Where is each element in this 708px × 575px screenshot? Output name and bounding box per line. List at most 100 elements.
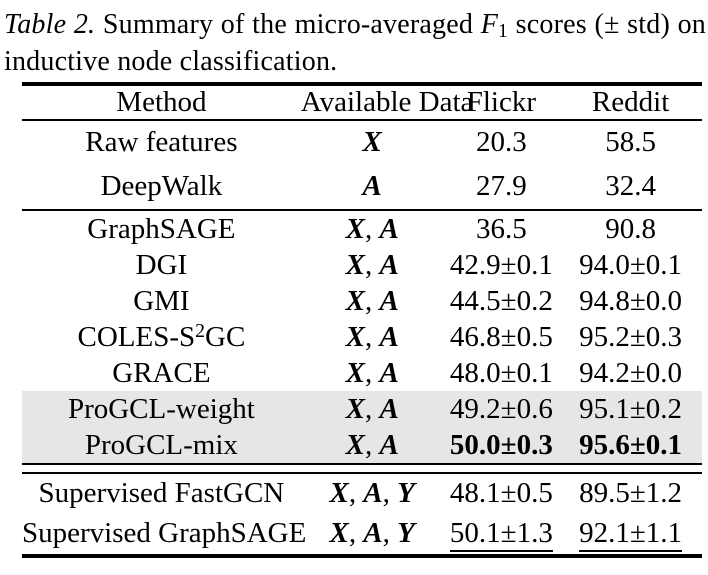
reddit-cell: 58.5 bbox=[559, 120, 702, 165]
flickr-cell: 50.0±0.3 bbox=[444, 427, 560, 464]
available-data-cell: X, A bbox=[345, 321, 399, 353]
math-symbol-a: A bbox=[379, 429, 399, 461]
reddit-cell: 89.5±1.2 bbox=[559, 473, 702, 514]
table-row: Supervised FastGCN X, A, Y 48.1±0.5 89.5±1.… bbox=[22, 473, 702, 514]
reddit-cell: 92.1±1.1 bbox=[559, 514, 702, 556]
math-symbol-a: A bbox=[379, 285, 399, 317]
flickr-value: 48.0±0.1 bbox=[449, 357, 553, 389]
reddit-cell: 95.6±0.1 bbox=[559, 427, 702, 464]
available-data-cell: X, A bbox=[345, 393, 399, 425]
double-rule-cell bbox=[22, 463, 702, 474]
math-symbol-a: A bbox=[379, 249, 399, 281]
math-symbol-a: A bbox=[379, 357, 399, 389]
flickr-value: 48.1±0.5 bbox=[449, 477, 553, 509]
double-rule-separator bbox=[22, 463, 702, 474]
reddit-value: 95.2±0.3 bbox=[579, 321, 683, 353]
reddit-cell: 95.1±0.2 bbox=[559, 391, 702, 427]
math-symbol-x: X bbox=[345, 213, 365, 245]
flickr-cell: 49.2±0.6 bbox=[444, 391, 560, 427]
method-cell: GRACE bbox=[112, 357, 211, 389]
math-symbol-a: A bbox=[379, 321, 399, 353]
header-method: Method bbox=[116, 86, 207, 118]
table-row: GRACE X, A 48.0±0.1 94.2±0.0 bbox=[22, 355, 702, 391]
flickr-cell: 44.5±0.2 bbox=[444, 283, 560, 319]
math-symbol-x: X bbox=[345, 285, 365, 317]
reddit-value: 92.1±1.1 bbox=[579, 517, 683, 552]
reddit-value: 89.5±1.2 bbox=[579, 477, 683, 509]
flickr-cell: 27.9 bbox=[444, 165, 560, 210]
math-symbol-x: X bbox=[329, 477, 349, 509]
header-row: Method Available Data Flickr Reddit bbox=[22, 84, 702, 120]
available-data-cell: X, A bbox=[345, 357, 399, 389]
caption-text-after: scores (± std) on inductive node classif… bbox=[4, 9, 707, 77]
caption-label: Table 2. bbox=[4, 9, 96, 40]
flickr-value: 46.8±0.5 bbox=[449, 321, 553, 353]
header-flickr: Flickr bbox=[466, 86, 537, 118]
flickr-cell: 46.8±0.5 bbox=[444, 319, 560, 355]
method-cell: DeepWalk bbox=[100, 170, 223, 202]
reddit-value: 94.8±0.0 bbox=[579, 285, 683, 317]
reddit-value: 32.4 bbox=[605, 170, 656, 202]
math-symbol-a: A bbox=[379, 393, 399, 425]
reddit-cell: 94.2±0.0 bbox=[559, 355, 702, 391]
flickr-value: 44.5±0.2 bbox=[449, 285, 553, 317]
available-data-cell: X bbox=[301, 120, 444, 165]
math-symbol-x: X bbox=[345, 249, 365, 281]
method-cell: ProGCL-mix bbox=[84, 429, 238, 461]
method-cell: ProGCL-weight bbox=[67, 393, 255, 425]
caption-text-before: Summary of the micro-averaged bbox=[95, 9, 481, 40]
header-available-data: Available Data bbox=[300, 86, 474, 118]
available-data-cell: X, A bbox=[345, 213, 399, 245]
available-data-cell: A bbox=[301, 165, 444, 210]
reddit-value: 95.6±0.1 bbox=[579, 429, 683, 461]
reddit-cell: 95.2±0.3 bbox=[559, 319, 702, 355]
math-symbol-y: Y bbox=[397, 477, 415, 509]
reddit-cell: 94.8±0.0 bbox=[559, 283, 702, 319]
available-data-cell: X, A bbox=[345, 285, 399, 317]
math-symbol-x: X bbox=[345, 393, 365, 425]
table-row: Supervised GraphSAGE X, A, Y 50.1±1.3 92.1±… bbox=[22, 514, 702, 556]
reddit-value: 95.1±0.2 bbox=[579, 393, 683, 425]
method-cell: DGI bbox=[135, 249, 188, 281]
table-row: COLES-S2GC X, A 46.8±0.5 95.2±0.3 bbox=[22, 319, 702, 355]
flickr-cell: 36.5 bbox=[444, 210, 560, 247]
table-caption: Table 2. Summary of the micro-averaged F… bbox=[0, 0, 708, 80]
flickr-cell: 48.1±0.5 bbox=[444, 473, 560, 514]
table-row: ProGCL-weight X, A 49.2±0.6 95.1±0.2 bbox=[22, 391, 702, 427]
flickr-value: 42.9±0.1 bbox=[449, 249, 553, 281]
math-symbol-x: X bbox=[329, 517, 349, 549]
reddit-value: 94.2±0.0 bbox=[579, 357, 683, 389]
reddit-cell: 32.4 bbox=[559, 165, 702, 210]
math-symbol-x: X bbox=[345, 357, 365, 389]
reddit-cell: 90.8 bbox=[559, 210, 702, 247]
flickr-value: 49.2±0.6 bbox=[449, 393, 553, 425]
flickr-value: 20.3 bbox=[476, 126, 527, 158]
table-header: Method Available Data Flickr Reddit bbox=[22, 84, 702, 120]
available-data-cell: X, A, Y bbox=[329, 517, 415, 549]
math-symbol-x: X bbox=[362, 126, 382, 158]
reddit-value: 90.8 bbox=[605, 213, 656, 245]
available-data-cell: X, A bbox=[345, 429, 399, 461]
flickr-cell: 48.0±0.1 bbox=[444, 355, 560, 391]
method-cell: COLES-S2GC bbox=[77, 320, 246, 353]
flickr-value: 50.1±1.3 bbox=[449, 517, 553, 552]
math-symbol-a: A bbox=[363, 477, 383, 509]
math-symbol-x: X bbox=[345, 429, 365, 461]
flickr-value: 36.5 bbox=[476, 213, 527, 245]
flickr-value: 50.0±0.3 bbox=[449, 429, 553, 461]
math-symbol-y: Y bbox=[397, 517, 415, 549]
table-row: GMI X, A 44.5±0.2 94.8±0.0 bbox=[22, 283, 702, 319]
method-cell: Supervised GraphSAGE bbox=[22, 517, 307, 549]
math-symbol-a: A bbox=[379, 213, 399, 245]
table-body: Raw features X 20.3 58.5 DeepWalk A 27.9 32.4 Gr… bbox=[22, 120, 702, 556]
caption-f1-symbol: F bbox=[480, 9, 499, 40]
reddit-cell: 94.0±0.1 bbox=[559, 247, 702, 283]
reddit-value: 94.0±0.1 bbox=[579, 249, 683, 281]
flickr-cell: 50.1±1.3 bbox=[444, 514, 560, 556]
flickr-cell: 20.3 bbox=[444, 120, 560, 165]
table-row: ProGCL-mix X, A 50.0±0.3 95.6±0.1 bbox=[22, 427, 702, 464]
available-data-cell: X, A, Y bbox=[329, 477, 415, 509]
flickr-value: 27.9 bbox=[476, 170, 527, 202]
table-row: GraphSAGE X, A 36.5 90.8 bbox=[22, 210, 702, 247]
